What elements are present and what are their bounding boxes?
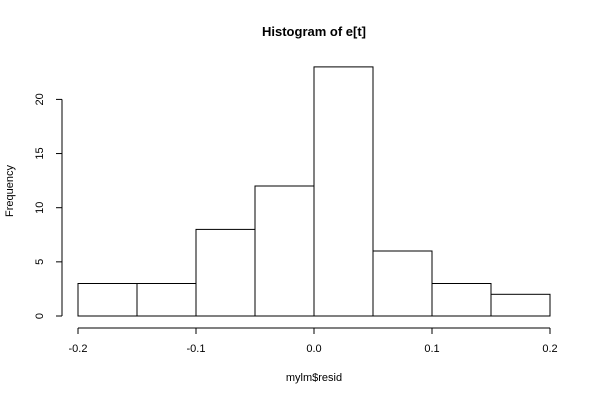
x-tick-label: -0.1	[187, 343, 206, 355]
histogram-bar	[313, 66, 374, 317]
y-axis-label: Frequency	[4, 165, 16, 217]
histogram-bars	[77, 66, 551, 317]
histogram-bar	[77, 283, 138, 317]
x-axis-label: mylm$resid	[286, 372, 342, 384]
y-axis: 0 5 10 15 20	[34, 93, 63, 319]
histogram-bar	[254, 185, 315, 317]
histogram-bar	[136, 283, 197, 317]
histogram-bar	[372, 250, 433, 317]
histogram-bar	[195, 228, 256, 317]
y-tick-label: 10	[34, 202, 46, 214]
y-tick-label: 5	[34, 259, 46, 265]
x-tick-label: 0.2	[542, 343, 557, 355]
x-tick-label: 0.1	[424, 343, 439, 355]
histogram-bar	[431, 283, 492, 317]
x-axis: -0.2 -0.1 0.0 0.1 0.2	[69, 327, 558, 355]
x-tick-label: -0.2	[69, 343, 88, 355]
y-tick-label: 0	[34, 313, 46, 319]
y-tick-label: 20	[34, 93, 46, 105]
chart-title: Histogram of e[t]	[262, 24, 366, 39]
y-tick-label: 15	[34, 147, 46, 159]
x-tick-label: 0.0	[306, 343, 321, 355]
histogram-bar	[490, 293, 551, 317]
